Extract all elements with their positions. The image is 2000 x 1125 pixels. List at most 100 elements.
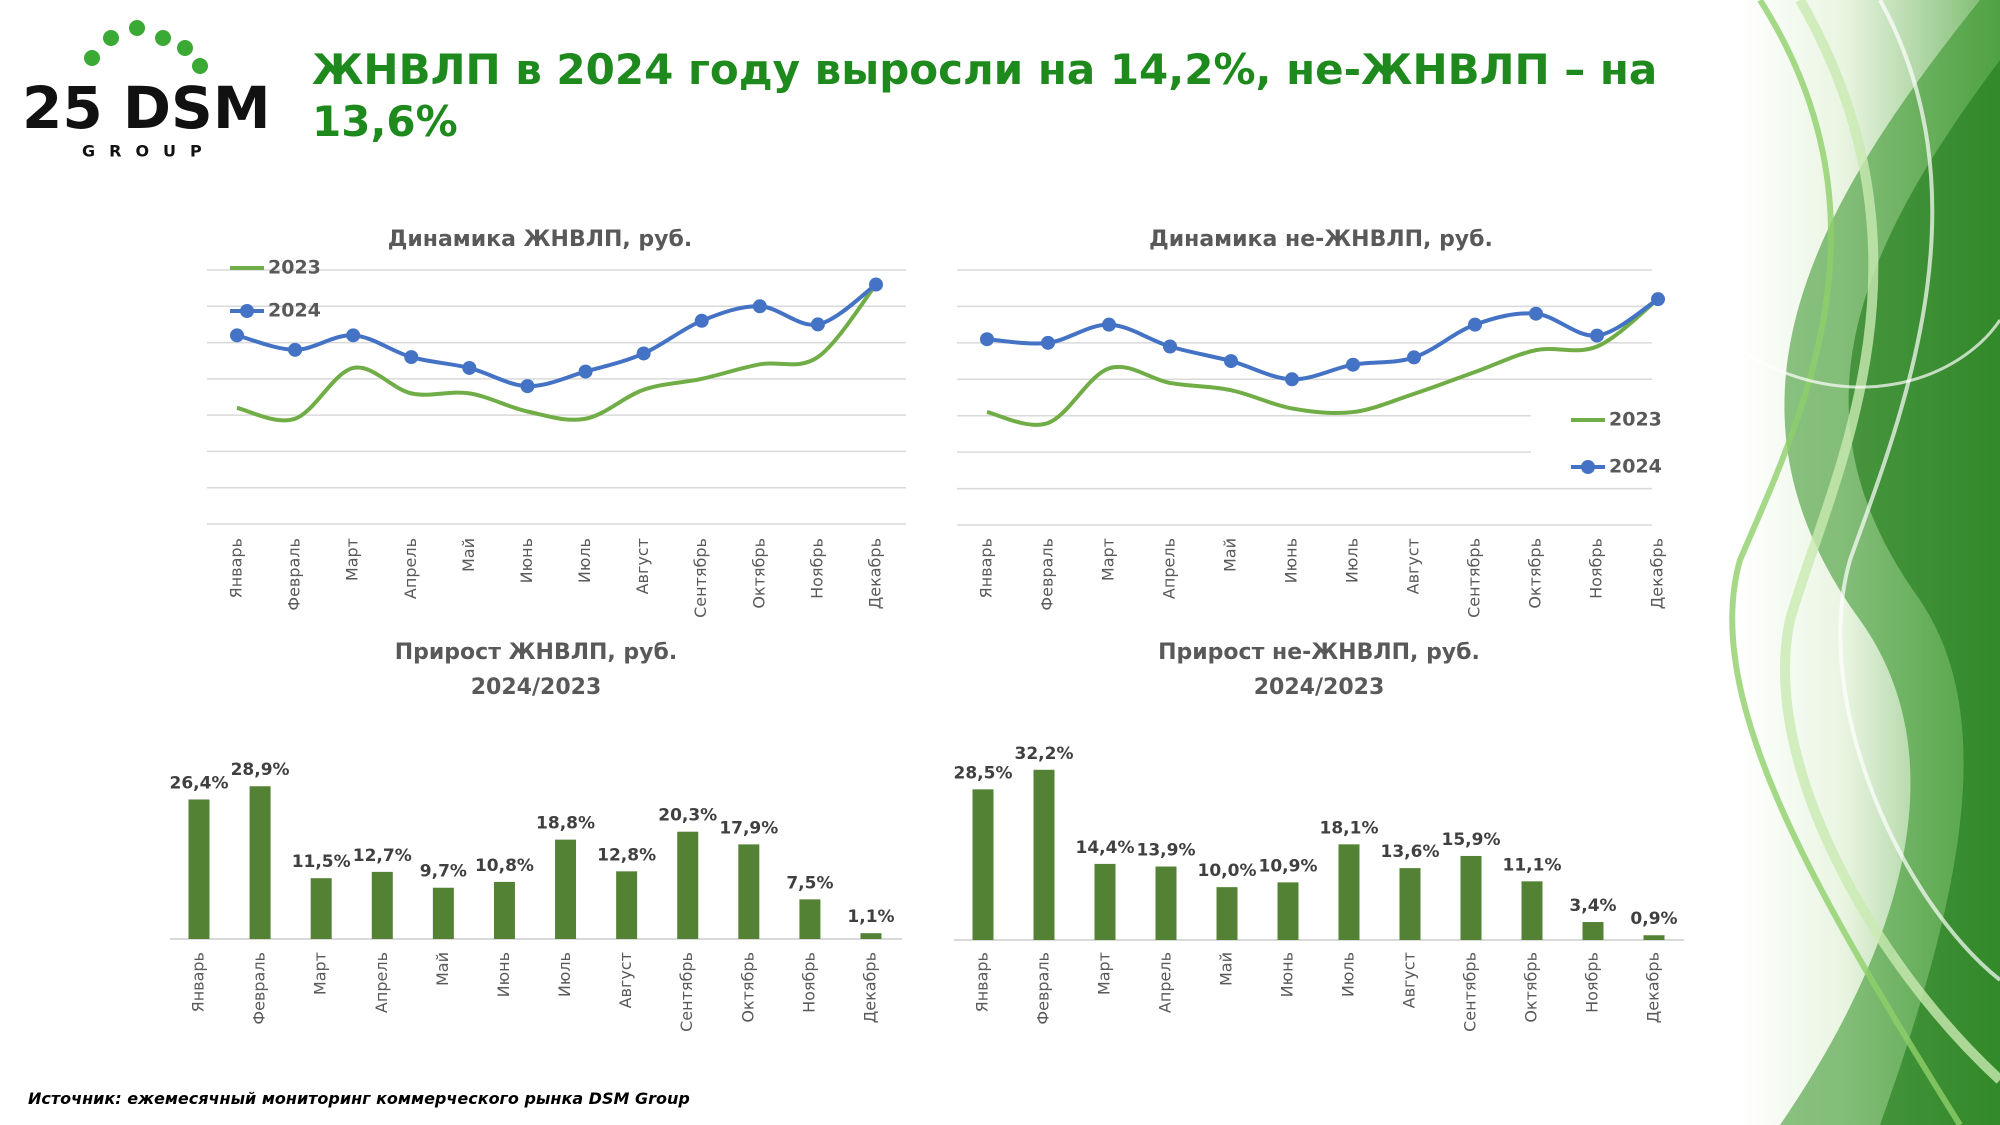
x-tick-label: Декабрь — [1648, 538, 1667, 609]
x-tick-label: Сентябрь — [1461, 952, 1480, 1032]
point — [346, 328, 361, 343]
point — [462, 360, 477, 375]
series-line — [986, 297, 1660, 427]
x-tick-label: Май — [459, 538, 478, 572]
point — [520, 379, 535, 394]
series-line — [986, 297, 1660, 382]
x-tick-label: Октябрь — [749, 538, 768, 609]
x-tick-label: Октябрь — [1526, 538, 1545, 609]
bar — [249, 786, 271, 939]
x-tick-label: Март — [1099, 538, 1118, 581]
bar — [1216, 887, 1238, 940]
x-tick-label: Май — [1217, 952, 1236, 986]
bar — [860, 933, 882, 939]
value-label: 13,9% — [1137, 841, 1196, 861]
chart-title: Динамика ЖНВЛП, руб. — [388, 227, 693, 252]
x-tick-label: Ноябрь — [799, 952, 818, 1013]
value-label: 10,9% — [1259, 856, 1318, 876]
x-tick-label: Январь — [977, 538, 996, 598]
bar — [616, 871, 638, 939]
x-tick-label: Сентябрь — [691, 538, 710, 618]
bar — [432, 887, 454, 939]
bar — [1582, 922, 1604, 940]
x-tick-label: Июнь — [517, 538, 536, 583]
x-tick-label: Апрель — [372, 952, 391, 1013]
point — [1163, 339, 1177, 354]
point — [1651, 292, 1665, 307]
series-line — [236, 283, 878, 423]
chart-title: Динамика не-ЖНВЛП, руб. — [1149, 227, 1493, 252]
bar — [1033, 769, 1055, 940]
x-tick-label: Июль — [1339, 952, 1358, 997]
x-tick-label: Декабрь — [866, 538, 885, 609]
chart-title: Прирост ЖНВЛП, руб. — [395, 640, 678, 665]
bar — [371, 871, 393, 939]
source-note: Источник: ежемесячный мониторинг коммерч… — [28, 1089, 690, 1108]
value-label: 18,8% — [536, 814, 595, 834]
bar — [1521, 881, 1543, 940]
point — [1224, 354, 1238, 369]
point — [752, 299, 767, 314]
x-tick-label: Октябрь — [1522, 952, 1541, 1023]
value-label: 3,4% — [1569, 896, 1616, 916]
value-label: 12,8% — [597, 845, 656, 865]
bar — [1460, 855, 1482, 940]
point — [1346, 357, 1360, 372]
value-label: 0,9% — [1630, 909, 1677, 929]
bar — [738, 844, 760, 939]
bar — [1399, 868, 1421, 940]
point — [288, 342, 303, 357]
legend-marker — [240, 304, 254, 318]
legend-marker — [1581, 460, 1595, 474]
x-tick-label: Июнь — [494, 952, 513, 997]
decoration — [1729, 0, 2000, 1125]
logo: 25 DSM GROUP — [22, 20, 271, 161]
legend-label: 2023 — [1609, 409, 1662, 431]
point — [578, 364, 593, 379]
value-label: 15,9% — [1442, 830, 1501, 850]
series-line — [236, 282, 878, 389]
x-tick-label: Март — [311, 952, 330, 995]
value-label: 12,7% — [353, 846, 412, 866]
x-tick-label: Февраль — [1038, 538, 1057, 611]
value-label: 20,3% — [658, 806, 717, 826]
x-tick-label: Август — [1400, 952, 1419, 1008]
x-tick-label: Январь — [973, 952, 992, 1012]
x-tick-label: Февраль — [250, 952, 269, 1025]
x-tick-label: Август — [1404, 538, 1423, 594]
value-label: 10,8% — [475, 856, 534, 876]
x-tick-label: Август — [633, 538, 652, 594]
value-label: 7,5% — [786, 873, 833, 893]
point — [1102, 317, 1116, 332]
x-tick-label: Сентябрь — [677, 952, 696, 1032]
value-label: 1,1% — [847, 907, 894, 927]
logo-text: 25 DSM — [22, 74, 271, 142]
x-tick-label: Июль — [575, 538, 594, 583]
point — [980, 332, 994, 347]
x-tick-label: Июнь — [1278, 952, 1297, 997]
point — [1285, 372, 1299, 387]
value-label: 32,2% — [1015, 744, 1074, 764]
value-label: 28,5% — [954, 763, 1013, 783]
value-label: 28,9% — [231, 760, 290, 780]
point — [810, 317, 825, 332]
x-tick-label: Февраль — [1034, 952, 1053, 1025]
legend-label: 2023 — [268, 257, 321, 279]
bar — [555, 839, 577, 939]
value-label: 11,5% — [292, 852, 351, 872]
point — [636, 346, 651, 361]
bar — [1277, 882, 1299, 940]
point — [404, 350, 419, 365]
chart-title: Прирост не-ЖНВЛП, руб. — [1158, 640, 1480, 665]
point — [1590, 328, 1604, 343]
chart-subtitle: 2024/2023 — [1254, 675, 1385, 700]
point — [230, 328, 244, 343]
bar — [1155, 866, 1177, 940]
legend-label: 2024 — [268, 300, 321, 322]
x-tick-label: Декабрь — [1644, 952, 1663, 1023]
point — [1468, 317, 1482, 332]
x-tick-label: Ноябрь — [807, 538, 826, 599]
x-tick-label: Ноябрь — [1583, 952, 1602, 1013]
